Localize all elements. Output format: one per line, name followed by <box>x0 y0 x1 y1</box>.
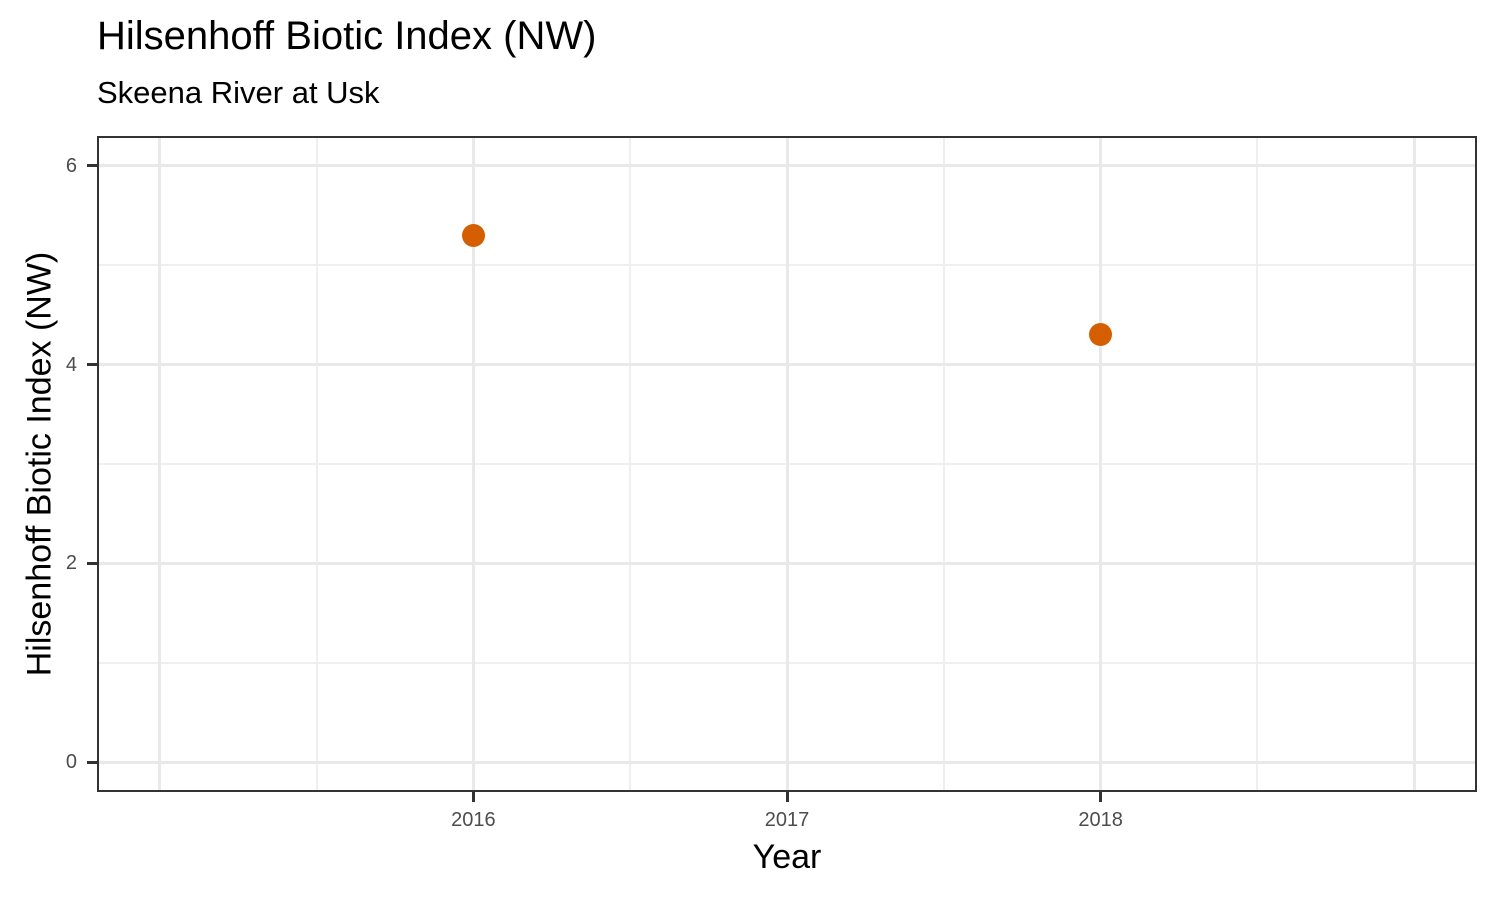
x-major-gridline <box>471 138 475 790</box>
x-tick-mark <box>471 792 475 802</box>
data-point <box>461 223 485 247</box>
x-major-gridline <box>785 138 789 790</box>
y-tick-mark <box>87 760 97 764</box>
y-tick-label: 6 <box>65 154 77 177</box>
x-major-gridline <box>1412 138 1416 790</box>
x-major-gridline <box>158 138 162 790</box>
y-major-gridline <box>99 164 1475 168</box>
x-tick-label: 2018 <box>1078 809 1123 831</box>
x-tick-label: 2016 <box>451 809 496 831</box>
y-axis-title: Hilsenhoff Biotic Index (NW) <box>20 251 59 677</box>
plot-panel <box>97 136 1477 792</box>
x-tick-mark <box>1099 792 1103 802</box>
x-tick-mark <box>785 792 789 802</box>
y-tick-label: 4 <box>65 353 77 376</box>
y-tick-mark <box>87 164 97 168</box>
y-tick-mark <box>87 561 97 565</box>
y-tick-mark <box>87 363 97 367</box>
y-major-gridline <box>99 363 1475 367</box>
y-major-gridline <box>99 760 1475 764</box>
chart-subtitle: Skeena River at Usk <box>97 75 380 110</box>
x-major-gridline <box>1099 138 1103 790</box>
y-major-gridline <box>99 561 1475 565</box>
x-tick-label: 2017 <box>764 809 810 831</box>
data-point <box>1089 323 1113 347</box>
x-axis-title: Year <box>752 838 822 876</box>
chart-title: Hilsenhoff Biotic Index (NW) <box>97 14 597 58</box>
y-tick-label: 0 <box>65 751 77 774</box>
y-tick-label: 2 <box>65 552 77 575</box>
